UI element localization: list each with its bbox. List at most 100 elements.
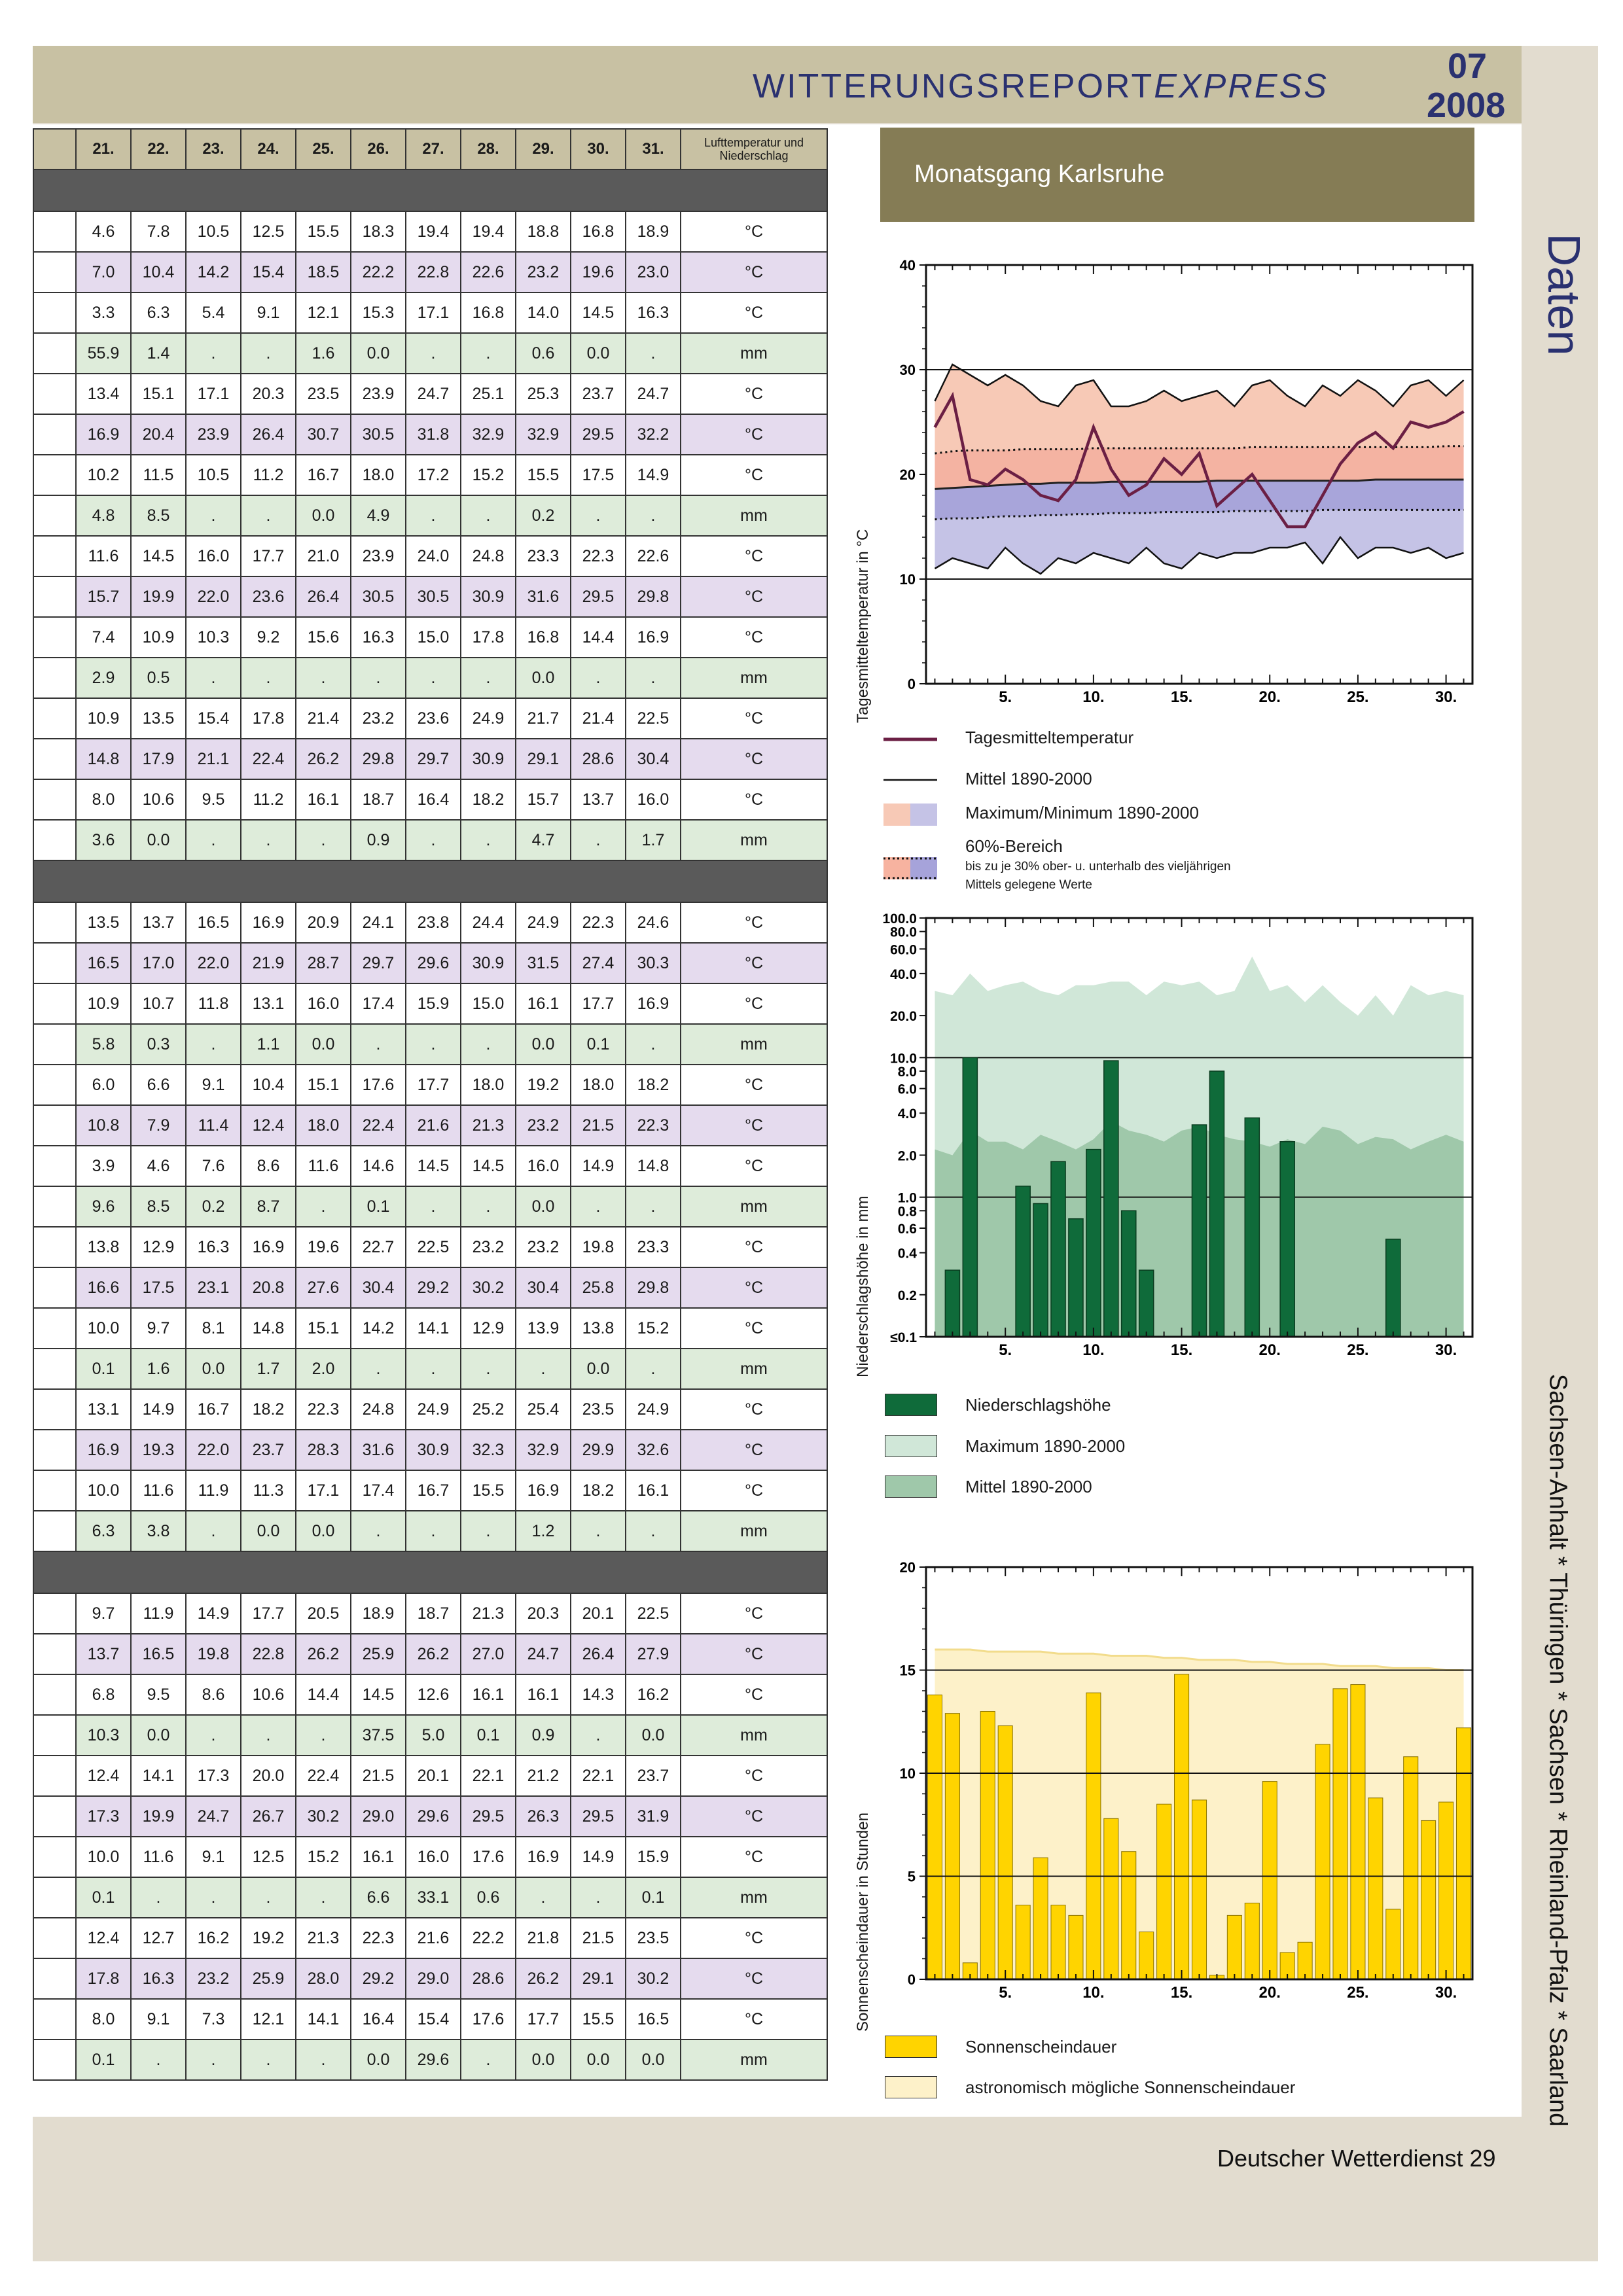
unit-cell: mm	[680, 1714, 828, 1756]
value-cell: 13.7	[570, 779, 626, 821]
section-bar-cell	[33, 1551, 828, 1594]
table-row-mean: 13.4 15.1 17.1 20.3 23.5 23.9 24.7 25.1 25.3 23.7…	[33, 373, 828, 415]
value-cell: 0.0	[185, 1348, 241, 1390]
precip-bar	[1050, 1161, 1066, 1337]
value-cell: .	[405, 1510, 461, 1552]
value-cell: 7.6	[185, 1145, 241, 1187]
value-cell: 28.7	[295, 942, 351, 984]
value-cell: 15.2	[460, 454, 516, 496]
report-title-main: WITTERUNGSREPORT	[753, 67, 1154, 105]
value-cell: .	[570, 1186, 626, 1227]
y-tick-label: 15	[900, 1663, 916, 1679]
value-cell: 23.7	[625, 1755, 681, 1797]
value-cell: .	[185, 819, 241, 861]
sunshine-bar	[1332, 1688, 1348, 1980]
value-cell: .	[570, 1877, 626, 1918]
value-cell: 8.0	[75, 1998, 132, 2040]
x-tick-label: 30.	[1435, 688, 1457, 706]
value-cell: 14.4	[570, 616, 626, 658]
value-cell: .	[185, 2039, 241, 2081]
value-cell: .	[350, 657, 406, 699]
row-label-cell	[33, 1674, 77, 1716]
station-section-bar	[33, 1551, 828, 1594]
value-cell: 14.0	[515, 292, 571, 334]
sunshine-bar	[1139, 1932, 1154, 1980]
value-cell: 1.6	[130, 1348, 187, 1390]
value-cell: 8.5	[130, 495, 187, 537]
precip-bar	[1191, 1124, 1207, 1337]
value-cell: 7.4	[75, 616, 132, 658]
x-tick-label: 5.	[999, 1984, 1012, 2002]
row-label-cell	[33, 1836, 77, 1878]
value-cell: 27.9	[625, 1633, 681, 1675]
value-cell: 14.5	[130, 535, 187, 577]
value-cell: .	[185, 1510, 241, 1552]
value-cell: .	[405, 1023, 461, 1065]
y-tick-label: 0.4	[898, 1246, 918, 1262]
value-cell: .	[295, 2039, 351, 2081]
unit-cell: °C	[680, 1307, 828, 1349]
value-cell: 24.9	[460, 698, 516, 739]
unit-cell: mm	[680, 1510, 828, 1552]
row-label-cell	[33, 1998, 77, 2040]
value-cell: 5.8	[75, 1023, 132, 1065]
value-cell: 15.5	[295, 211, 351, 253]
value-cell: .	[185, 1877, 241, 1918]
value-cell: 17.7	[515, 1998, 571, 2040]
value-cell: 31.8	[405, 414, 461, 455]
day-header: 22.	[130, 128, 187, 170]
value-cell: 19.2	[515, 1064, 571, 1106]
value-cell: .	[625, 332, 681, 374]
precip-bar	[1086, 1148, 1101, 1337]
value-cell: .	[515, 1877, 571, 1918]
sunshine-bar	[1350, 1684, 1366, 1980]
unit-cell: °C	[680, 1064, 828, 1106]
value-cell: 11.2	[240, 454, 296, 496]
value-cell: .	[405, 657, 461, 699]
row-label-cell	[33, 1226, 77, 1268]
precip-bar	[1120, 1210, 1137, 1337]
value-cell: .	[570, 657, 626, 699]
y-tick-label: 6.0	[898, 1082, 917, 1097]
table-row-mean: 12.4 14.1 17.3 20.0 22.4 21.5 20.1 22.1 21.2 22.1…	[33, 1755, 828, 1797]
value-cell: 19.2	[240, 1917, 296, 1959]
value-cell: 15.1	[295, 1307, 351, 1349]
unit-cell: °C	[680, 1998, 828, 2040]
temp-legend-mean-swatch	[883, 779, 937, 781]
value-cell: 22.2	[460, 1917, 516, 1959]
value-cell: 24.7	[515, 1633, 571, 1675]
value-cell: 10.9	[130, 616, 187, 658]
value-cell: 1.7	[625, 819, 681, 861]
value-cell: .	[295, 819, 351, 861]
value-cell: 0.9	[350, 819, 406, 861]
value-cell: 22.5	[625, 1593, 681, 1634]
value-cell: 9.1	[185, 1836, 241, 1878]
sun-legend-astro: astronomisch mögliche Sonnenscheindauer	[965, 2077, 1296, 2097]
value-cell: 25.4	[515, 1388, 571, 1430]
sunshine-bar	[1438, 1801, 1454, 1980]
day-header: 31.	[625, 128, 681, 170]
value-cell: 13.7	[130, 902, 187, 944]
value-cell: 22.3	[570, 535, 626, 577]
sunshine-bar	[1050, 1905, 1066, 1980]
value-cell: 7.9	[130, 1104, 187, 1146]
x-tick-label: 20.	[1259, 688, 1281, 706]
value-cell: 20.9	[295, 902, 351, 944]
value-cell: 15.2	[295, 1836, 351, 1878]
value-cell: 14.9	[570, 1836, 626, 1878]
value-cell: 23.7	[570, 373, 626, 415]
value-cell: 10.0	[75, 1307, 132, 1349]
value-cell: 11.6	[130, 1470, 187, 1511]
value-cell: 14.5	[570, 292, 626, 334]
value-cell: 25.1	[460, 373, 516, 415]
value-cell: 17.4	[350, 1470, 406, 1511]
value-cell: 9.1	[185, 1064, 241, 1106]
value-cell: 11.2	[240, 779, 296, 821]
value-cell: 17.2	[405, 454, 461, 496]
value-cell: 29.7	[405, 738, 461, 780]
value-cell: 0.0	[570, 2039, 626, 2081]
value-cell: 23.9	[350, 535, 406, 577]
value-cell: 30.4	[515, 1267, 571, 1309]
value-cell: 0.5	[130, 657, 187, 699]
value-cell: 37.5	[350, 1714, 406, 1756]
